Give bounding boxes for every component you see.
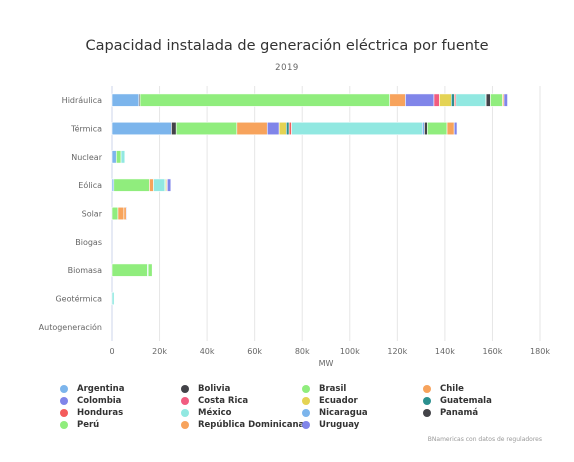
y-tick-label: Nuclear xyxy=(71,153,103,162)
x-tick-label: 180k xyxy=(530,347,550,356)
bar-segment xyxy=(117,206,125,221)
bar-segment xyxy=(175,121,238,136)
bar-segment xyxy=(111,206,119,221)
x-tick-label: 120k xyxy=(387,347,407,356)
bar-segment xyxy=(485,93,491,107)
bar-segment xyxy=(439,93,452,107)
bar-segment xyxy=(111,263,148,277)
bar-segment xyxy=(120,150,126,164)
chart-subtitle: 2019 xyxy=(275,63,299,73)
y-tick-label: Solar xyxy=(82,210,103,219)
bar-segment xyxy=(453,121,458,136)
bar-segment xyxy=(446,121,455,136)
y-tick-label: Térmica xyxy=(70,124,102,134)
bar-segment xyxy=(123,206,127,221)
x-tick-label: 100k xyxy=(340,347,360,356)
bar-segment xyxy=(424,121,428,136)
y-tick-label: Hidráulica xyxy=(62,96,102,105)
x-tick-label: 60k xyxy=(247,347,262,356)
bar-segment xyxy=(405,93,435,107)
y-tick-label: Geotérmica xyxy=(55,294,102,304)
bar-segment xyxy=(115,150,122,164)
bar-segment xyxy=(451,93,455,107)
x-tick-label: 140k xyxy=(435,347,455,356)
bar-segment xyxy=(389,93,406,107)
bar-segment xyxy=(171,121,177,136)
bar-segment xyxy=(455,93,487,107)
bar-segment xyxy=(285,121,290,136)
bar-segment xyxy=(111,150,117,164)
bar-segment xyxy=(166,178,172,192)
bar-segment xyxy=(503,93,508,107)
x-tick-label: 20k xyxy=(152,347,167,356)
bar-segment xyxy=(147,263,153,277)
x-tick-label: 40k xyxy=(200,347,215,356)
bar-segment xyxy=(111,121,172,136)
bar-segment xyxy=(139,93,391,107)
bar-segment xyxy=(433,93,440,107)
bar-segment xyxy=(236,121,268,136)
y-tick-label: Eólica xyxy=(78,180,102,190)
bar-segment xyxy=(291,121,423,136)
y-tick-label: Autogeneración xyxy=(39,322,102,332)
x-tick-label: 160k xyxy=(482,347,502,356)
x-tick-label: 80k xyxy=(295,347,310,356)
y-tick-label: Biogas xyxy=(75,238,102,247)
bar-segment xyxy=(153,178,166,192)
chart-title: Capacidad instalada de generación eléctr… xyxy=(85,38,489,54)
bar-segment xyxy=(111,291,115,306)
bar-segment xyxy=(426,121,448,136)
bar-segment xyxy=(113,178,150,192)
bar-segment xyxy=(490,93,503,107)
bar-segment xyxy=(149,178,154,192)
bar-segment xyxy=(125,206,128,221)
bar-segment xyxy=(266,121,280,136)
x-axis-title: MW xyxy=(319,359,334,368)
x-tick-label: 0 xyxy=(109,347,114,356)
bar-segment xyxy=(288,121,292,136)
bar-segment xyxy=(111,93,140,107)
bar-segment xyxy=(278,121,287,136)
bar-segment xyxy=(421,121,425,136)
y-tick-label: Biomasa xyxy=(68,266,102,275)
chart-credits[interactable]: BNamericas con datos de reguladores xyxy=(427,436,542,443)
